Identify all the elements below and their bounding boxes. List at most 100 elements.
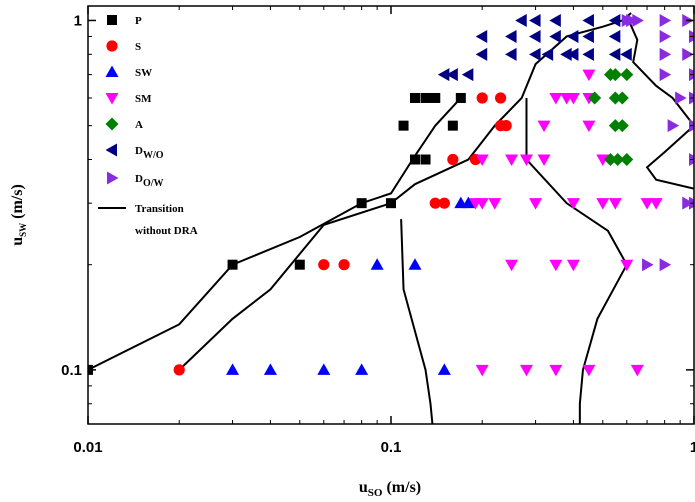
data-point-d-w-o (608, 29, 621, 43)
data-point-sm (519, 154, 533, 167)
data-point-d-w-o (505, 47, 517, 61)
data-point-s (338, 259, 350, 271)
legend-label-p: P (135, 15, 142, 27)
data-point-d-w-o (549, 29, 561, 43)
data-point-p (294, 259, 305, 270)
legend-marker-dw-o (105, 143, 117, 157)
x-tick-label: 0.01 (73, 439, 102, 456)
x-axis-title-main: u (359, 479, 368, 496)
data-point-a (608, 119, 622, 133)
data-point-d-w-o (475, 29, 488, 43)
data-point-d-w-o (461, 68, 474, 82)
data-point-a (620, 68, 634, 82)
data-point-d-o-w (667, 119, 680, 133)
data-point-sw (226, 363, 240, 375)
data-point-sw (408, 258, 422, 270)
data-point-d-w-o (529, 47, 541, 61)
x-axis-title-sub: SO (368, 487, 383, 499)
transition-line-2 (178, 12, 632, 371)
data-point-a (615, 119, 629, 133)
legend-marker-p (107, 15, 117, 25)
data-point-s (429, 197, 441, 209)
legend-label-do-w: DO/W (135, 173, 164, 189)
data-point-sm (475, 198, 489, 210)
data-point-p (356, 198, 367, 209)
transition-lines (88, 12, 694, 424)
data-point-p (386, 198, 396, 209)
data-point-d-w-o (541, 47, 554, 61)
data-point-s (495, 92, 507, 104)
x-axis-title: uSO (m/s) (359, 479, 421, 499)
data-point-sm (475, 154, 489, 167)
y-axis-title-unit: (m/s) (9, 184, 26, 223)
data-point-d-o-w (626, 13, 638, 27)
legend: P S SW SM A DW/O DO/W Transition without DRA (98, 15, 198, 237)
data-point-s (438, 197, 450, 209)
data-point-s (476, 92, 488, 104)
data-point-s (447, 153, 459, 166)
transition-line-3 (400, 219, 434, 424)
data-point-d-w-o (566, 47, 579, 61)
data-point-s (318, 259, 330, 271)
data-point-a (608, 68, 622, 82)
data-point-d-o-w (682, 196, 694, 210)
data-point-sm (630, 364, 644, 377)
legend-label-dw-o: DW/O (135, 145, 164, 161)
data-point-sm (566, 259, 580, 272)
data-point-sm (475, 364, 489, 377)
data-point-d-w-o (549, 13, 561, 27)
x-tick-label: 0.1 (381, 439, 402, 456)
data-point-s (173, 364, 185, 376)
data-point-sm (640, 198, 654, 210)
data-point-p (430, 92, 441, 103)
data-point-sm (505, 259, 519, 272)
data-point-a (620, 153, 634, 167)
data-point-sm (488, 198, 502, 210)
legend-label-a: A (135, 119, 143, 131)
data-point-d-w-o (608, 13, 621, 27)
data-point-sm (582, 120, 596, 133)
data-point-s (500, 120, 512, 132)
data-point-p (409, 154, 420, 165)
data-point-d-w-o (529, 13, 541, 27)
data-point-d-o-w (642, 258, 654, 272)
data-point-d-w-o (608, 47, 621, 61)
x-axis-title-unit: (m/s) (382, 479, 421, 496)
data-point-d-w-o (560, 47, 572, 61)
data-point-sm (529, 198, 543, 210)
data-point-d-o-w (675, 91, 687, 105)
data-point-p (420, 154, 431, 165)
legend-label-sm: SM (135, 93, 152, 105)
data-point-d-o-w (682, 47, 694, 61)
x-tick-label: 1 (690, 439, 695, 456)
data-point-d-w-o (446, 68, 458, 82)
data-point-p (227, 259, 238, 270)
data-point-d-w-o (566, 29, 579, 43)
data-point-a (608, 91, 622, 105)
data-point-sm (537, 120, 551, 133)
data-point-sm (608, 198, 622, 210)
data-point-sm (537, 154, 551, 167)
data-point-p (455, 92, 466, 103)
data-point-sm (549, 364, 563, 377)
data-point-d-o-w (659, 13, 672, 27)
data-point-p (447, 120, 458, 131)
legend-marker-a (105, 117, 119, 131)
data-point-sm (549, 259, 563, 272)
plot-frame (87, 5, 695, 425)
data-point-sm (519, 364, 533, 377)
data-point-p (398, 120, 409, 131)
data-point-d-w-o (437, 68, 450, 82)
legend-label-transition-line2: without DRA (135, 225, 198, 237)
data-point-sm (566, 198, 580, 210)
data-point-d-w-o (582, 47, 594, 61)
data-point-p (409, 92, 420, 103)
data-point-d-o-w (659, 29, 672, 43)
data-point-a (611, 153, 625, 167)
data-point-sm (649, 198, 663, 210)
data-point-sm (620, 259, 634, 272)
data-point-sw (263, 363, 277, 375)
data-point-d-o-w (659, 258, 672, 272)
data-point-d-w-o (475, 47, 488, 61)
data-point-sm (505, 154, 519, 167)
